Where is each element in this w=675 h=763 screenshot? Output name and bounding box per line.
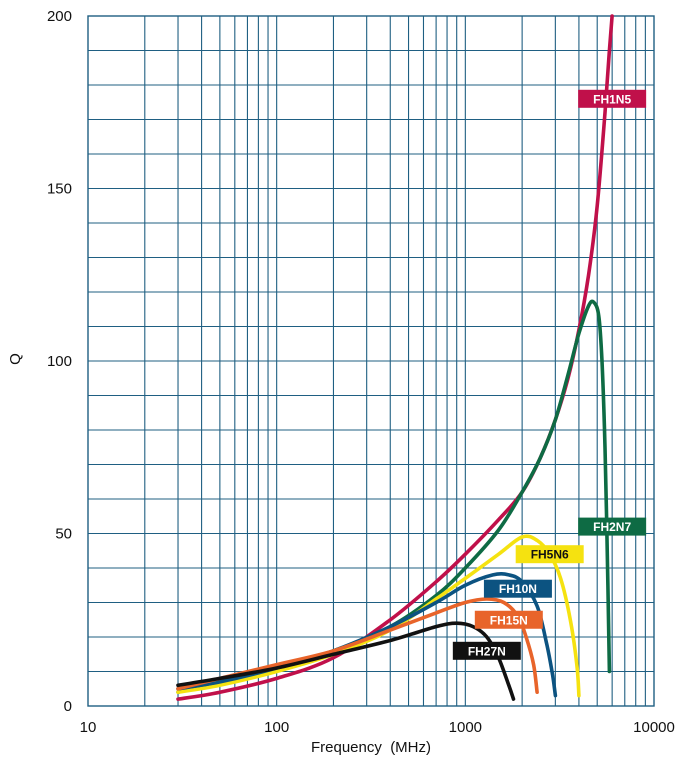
series-label-box (515, 545, 584, 564)
series-label-text: FH27N (468, 644, 506, 658)
y-tick-label: 200 (47, 8, 72, 25)
grid (88, 16, 654, 706)
series-label-text: FH5N6 (531, 548, 569, 562)
series-label-box (474, 610, 543, 629)
series-label-fh5n6: FH5N6 (515, 545, 584, 564)
series-line-fh5n6 (176, 534, 581, 698)
series-label-fh10n: FH10N (483, 579, 552, 598)
series-label-fh27n: FH27N (452, 641, 521, 660)
x-tick-label: 100 (264, 719, 289, 736)
series-label-box (578, 89, 647, 108)
x-tick-label: 10000 (633, 719, 675, 736)
series-label-box (578, 517, 647, 536)
series-label-fh2n7: FH2N7 (578, 517, 647, 536)
tick-labels: 10 100 1000 10000 0 50 100 150 200 (47, 8, 675, 736)
x-axis-label: Frequency (MHz) (311, 739, 431, 756)
y-tick-label: 100 (47, 353, 72, 370)
series-label-fh1n5: FH1N5 (578, 89, 647, 108)
y-axis-label: Q (7, 353, 24, 365)
series-label-box (483, 579, 552, 598)
x-tick-label: 1000 (449, 719, 482, 736)
series-curves (176, 14, 614, 701)
y-tick-label: 150 (47, 181, 72, 198)
x-tick-label: 10 (80, 719, 97, 736)
series-line-fh27n (176, 621, 516, 701)
series-label-text: FH1N5 (593, 92, 631, 106)
series-line-fh15n (176, 597, 539, 694)
y-tick-label: 0 (64, 698, 72, 715)
series-label-fh15n: FH15N (474, 610, 543, 629)
series-label-text: FH15N (490, 613, 528, 627)
series-label-text: FH10N (499, 582, 537, 596)
plot-frame (87, 15, 655, 707)
series-label-box (452, 641, 521, 660)
series-label-text: FH2N7 (593, 520, 631, 534)
y-tick-label: 50 (55, 526, 72, 543)
series-labels: FH1N5 FH2N7 FH5N6 FH10N FH15N FH27N (452, 89, 647, 660)
